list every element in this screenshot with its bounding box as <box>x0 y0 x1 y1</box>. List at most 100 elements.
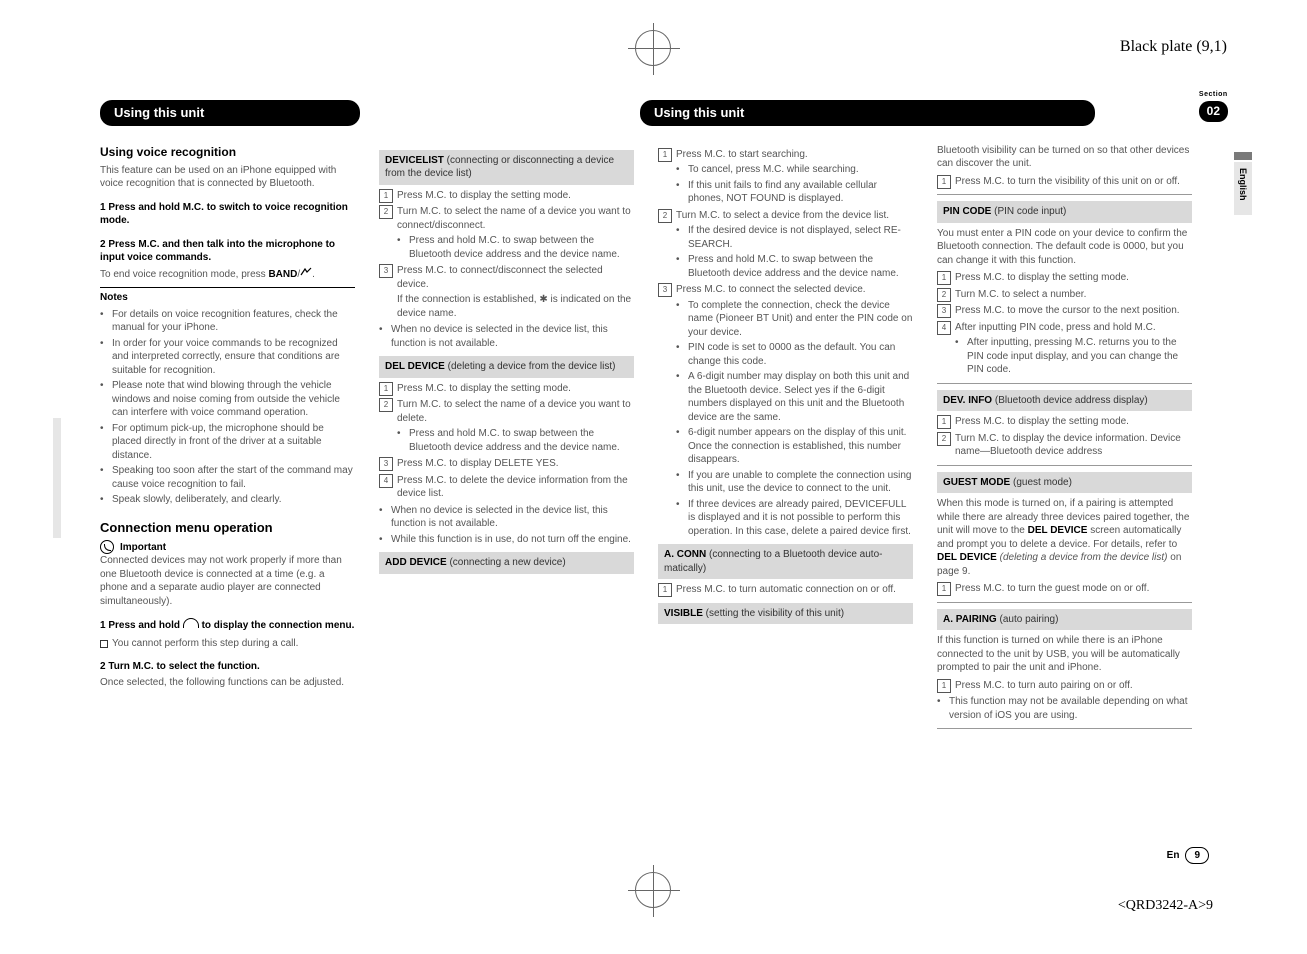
vis-steps: Press M.C. to turn the visibility of thi… <box>937 175 1192 189</box>
visible-box: VISIBLE (setting the visibility of this … <box>658 603 913 625</box>
deldevice-sub-item: Press and hold M.C. to swap between the … <box>397 427 634 454</box>
note-item: For details on voice recognition feature… <box>100 308 355 335</box>
search-steps: Press M.C. to start searching. To cancel… <box>658 148 913 539</box>
search-sub-item: If three devices are already paired, DEV… <box>676 498 913 539</box>
voice-intro: This feature can be used on an iPhone eq… <box>100 164 355 191</box>
section-indicator: Section 02 <box>1199 90 1228 122</box>
side-language-tab: English <box>1234 162 1252 215</box>
devinfo-tail: (Bluetooth device address display) <box>992 395 1148 406</box>
search-step-text: Press M.C. to connect the selected devic… <box>676 284 866 295</box>
pin-intro: You must enter a PIN code on your device… <box>937 227 1192 268</box>
guest-steps: Press M.C. to turn the guest mode on or … <box>937 582 1192 596</box>
devicelist-title: DEVICELIST <box>385 155 444 166</box>
columns: Using voice recognition This feature can… <box>100 144 1220 736</box>
note-item: Please note that wind blowing through th… <box>100 379 355 420</box>
guest-title: GUEST MODE <box>943 477 1010 488</box>
devicelist-step-text: Press M.C. to connect/disconnect the sel… <box>397 265 603 290</box>
pin-step-text: After inputting PIN code, press and hold… <box>955 322 1156 333</box>
h-voice: Using voice recognition <box>100 144 355 160</box>
search-step: Press M.C. to connect the selected devic… <box>658 283 913 538</box>
page-content: Section 02 English Using this unit Using… <box>100 100 1220 735</box>
note-item: Speak slowly, deliberately, and clearly. <box>100 493 355 507</box>
devicelist-step: Turn M.C. to select the name of a device… <box>379 205 634 261</box>
conn-step-2-sub: Once selected, the following functions c… <box>100 676 355 690</box>
deldevice-bullets: When no device is selected in the device… <box>379 504 634 547</box>
devinfo-steps: Press M.C. to display the setting mode. … <box>937 415 1192 459</box>
divider <box>937 194 1192 195</box>
col-4: Bluetooth visibility can be turned on so… <box>937 144 1192 736</box>
conn-step-1: 1 Press and hold to display the connec­t… <box>100 618 355 633</box>
divider <box>937 465 1192 466</box>
deldevice-tail: (deleting a device from the device list) <box>445 361 616 372</box>
deldevice-step: Press M.C. to delete the device informat… <box>379 474 634 501</box>
important-row: Important <box>100 540 355 554</box>
visible-title: VISIBLE <box>664 608 703 619</box>
divider <box>937 728 1192 729</box>
devicelist-post3-a: If the connection is established, <box>397 294 539 305</box>
conn-step-1-note-item: You cannot perform this step during a ca… <box>100 637 355 651</box>
search-sub-item: Press and hold M.C. to swap between the … <box>676 253 913 280</box>
search-sub-item: 6-digit number appears on the display of… <box>676 426 913 467</box>
devicelist-bullet: When no device is selected in the device… <box>379 323 634 350</box>
aconn-step: Press M.C. to turn automatic connection … <box>658 583 913 597</box>
footer-en: En 9 <box>1167 847 1209 865</box>
deldevice-step: Press M.C. to display the setting mode. <box>379 382 634 396</box>
h-conn: Connection menu operation <box>100 519 355 537</box>
devinfo-box: DEV. INFO (Bluetooth device address disp… <box>937 390 1192 412</box>
devicelist-post3: If the connection is established, ✱ is i… <box>397 293 634 320</box>
note-item: Speaking too soon after the start of the… <box>100 464 355 491</box>
guest-box: GUEST MODE (guest mode) <box>937 472 1192 494</box>
deldevice-title: DEL DEVICE <box>385 361 445 372</box>
search-sub-item: To complete the connection, check the de… <box>676 299 913 340</box>
col-2: DEVICELIST (connecting or disconnecting … <box>379 144 634 736</box>
deldevice-step: Press M.C. to display DELETE YES. <box>379 457 634 471</box>
important-label: Important <box>120 541 166 555</box>
voice-step-1: 1 Press and hold M.C. to switch to voice… <box>100 201 355 228</box>
search-sub-item: To cancel, press M.C. while searching. <box>676 163 913 177</box>
adddevice-title: ADD DEVICE <box>385 557 447 568</box>
pin-step: Press M.C. to move the cursor to the nex… <box>937 304 1192 318</box>
search-sub-2: If the desired device is not displayed, … <box>676 224 913 280</box>
col-3: Press M.C. to start searching. To cancel… <box>658 144 913 736</box>
header-tabs: Using this unit Using this unit <box>100 100 1220 126</box>
divider <box>937 383 1192 384</box>
registration-mark-top <box>635 30 671 66</box>
important-body: Connected devices may not work properly … <box>100 554 355 608</box>
plate-label: Black plate (9,1) <box>1120 36 1227 58</box>
voice-step-2-sub: To end voice recognition mode, press BAN… <box>100 267 355 282</box>
search-sub-3: To complete the connection, check the de… <box>676 299 913 539</box>
search-sub-item: If this unit fails to find any available… <box>676 179 913 206</box>
note-item: For optimum pick-up, the microphone shou… <box>100 422 355 463</box>
registration-mark-bottom <box>635 872 671 908</box>
apair-title: A. PAIRING <box>943 614 997 625</box>
search-sub-item: If you are unable to complete the connec… <box>676 469 913 496</box>
footer-code: <QRD3242-A>9 <box>1118 897 1213 916</box>
devicelist-bullets: When no device is selected in the device… <box>379 323 634 350</box>
deldevice-box: DEL DEVICE (deleting a device from the d… <box>379 356 634 378</box>
apair-box: A. PAIRING (auto pairing) <box>937 609 1192 631</box>
devicelist-step: Press M.C. to display the setting mode. <box>379 189 634 203</box>
aconn-title: A. CONN <box>664 549 706 560</box>
important-icon <box>100 540 114 554</box>
esc-icon <box>300 267 312 277</box>
devicelist-steps: Press M.C. to display the setting mode. … <box>379 189 634 321</box>
tab-left: Using this unit <box>100 100 360 126</box>
search-sub-item: A 6-digit number may display on both thi… <box>676 370 913 424</box>
guest-body-d: DEL DEVICE <box>937 552 997 563</box>
apair-bullets: This function may not be available depen… <box>937 695 1192 722</box>
deldevice-bullet: While this function is in use, do not tu… <box>379 533 634 547</box>
pin-sub-item: After inputting, pressing M.C. returns y… <box>955 336 1192 377</box>
pin-step: After inputting PIN code, press and hold… <box>937 321 1192 377</box>
notes-heading: Notes <box>100 287 355 305</box>
deldevice-step: Turn M.C. to select the name of a device… <box>379 398 634 454</box>
tab-right: Using this unit <box>640 100 1095 126</box>
conn-step-1-pre: 1 Press and hold <box>100 620 183 631</box>
pin-step: Turn M.C. to select a number. <box>937 288 1192 302</box>
deldevice-steps: Press M.C. to display the setting mode. … <box>379 382 634 501</box>
devicelist-sub: Press and hold M.C. to swap between the … <box>397 234 634 261</box>
pincode-box: PIN CODE (PIN code input) <box>937 201 1192 223</box>
pin-step: Press M.C. to display the setting mode. <box>937 271 1192 285</box>
devicelist-step-text: Turn M.C. to select the name of a device… <box>397 206 631 231</box>
adddevice-box: ADD DEVICE (connecting a new device) <box>379 552 634 574</box>
aconn-steps: Press M.C. to turn automatic connection … <box>658 583 913 597</box>
